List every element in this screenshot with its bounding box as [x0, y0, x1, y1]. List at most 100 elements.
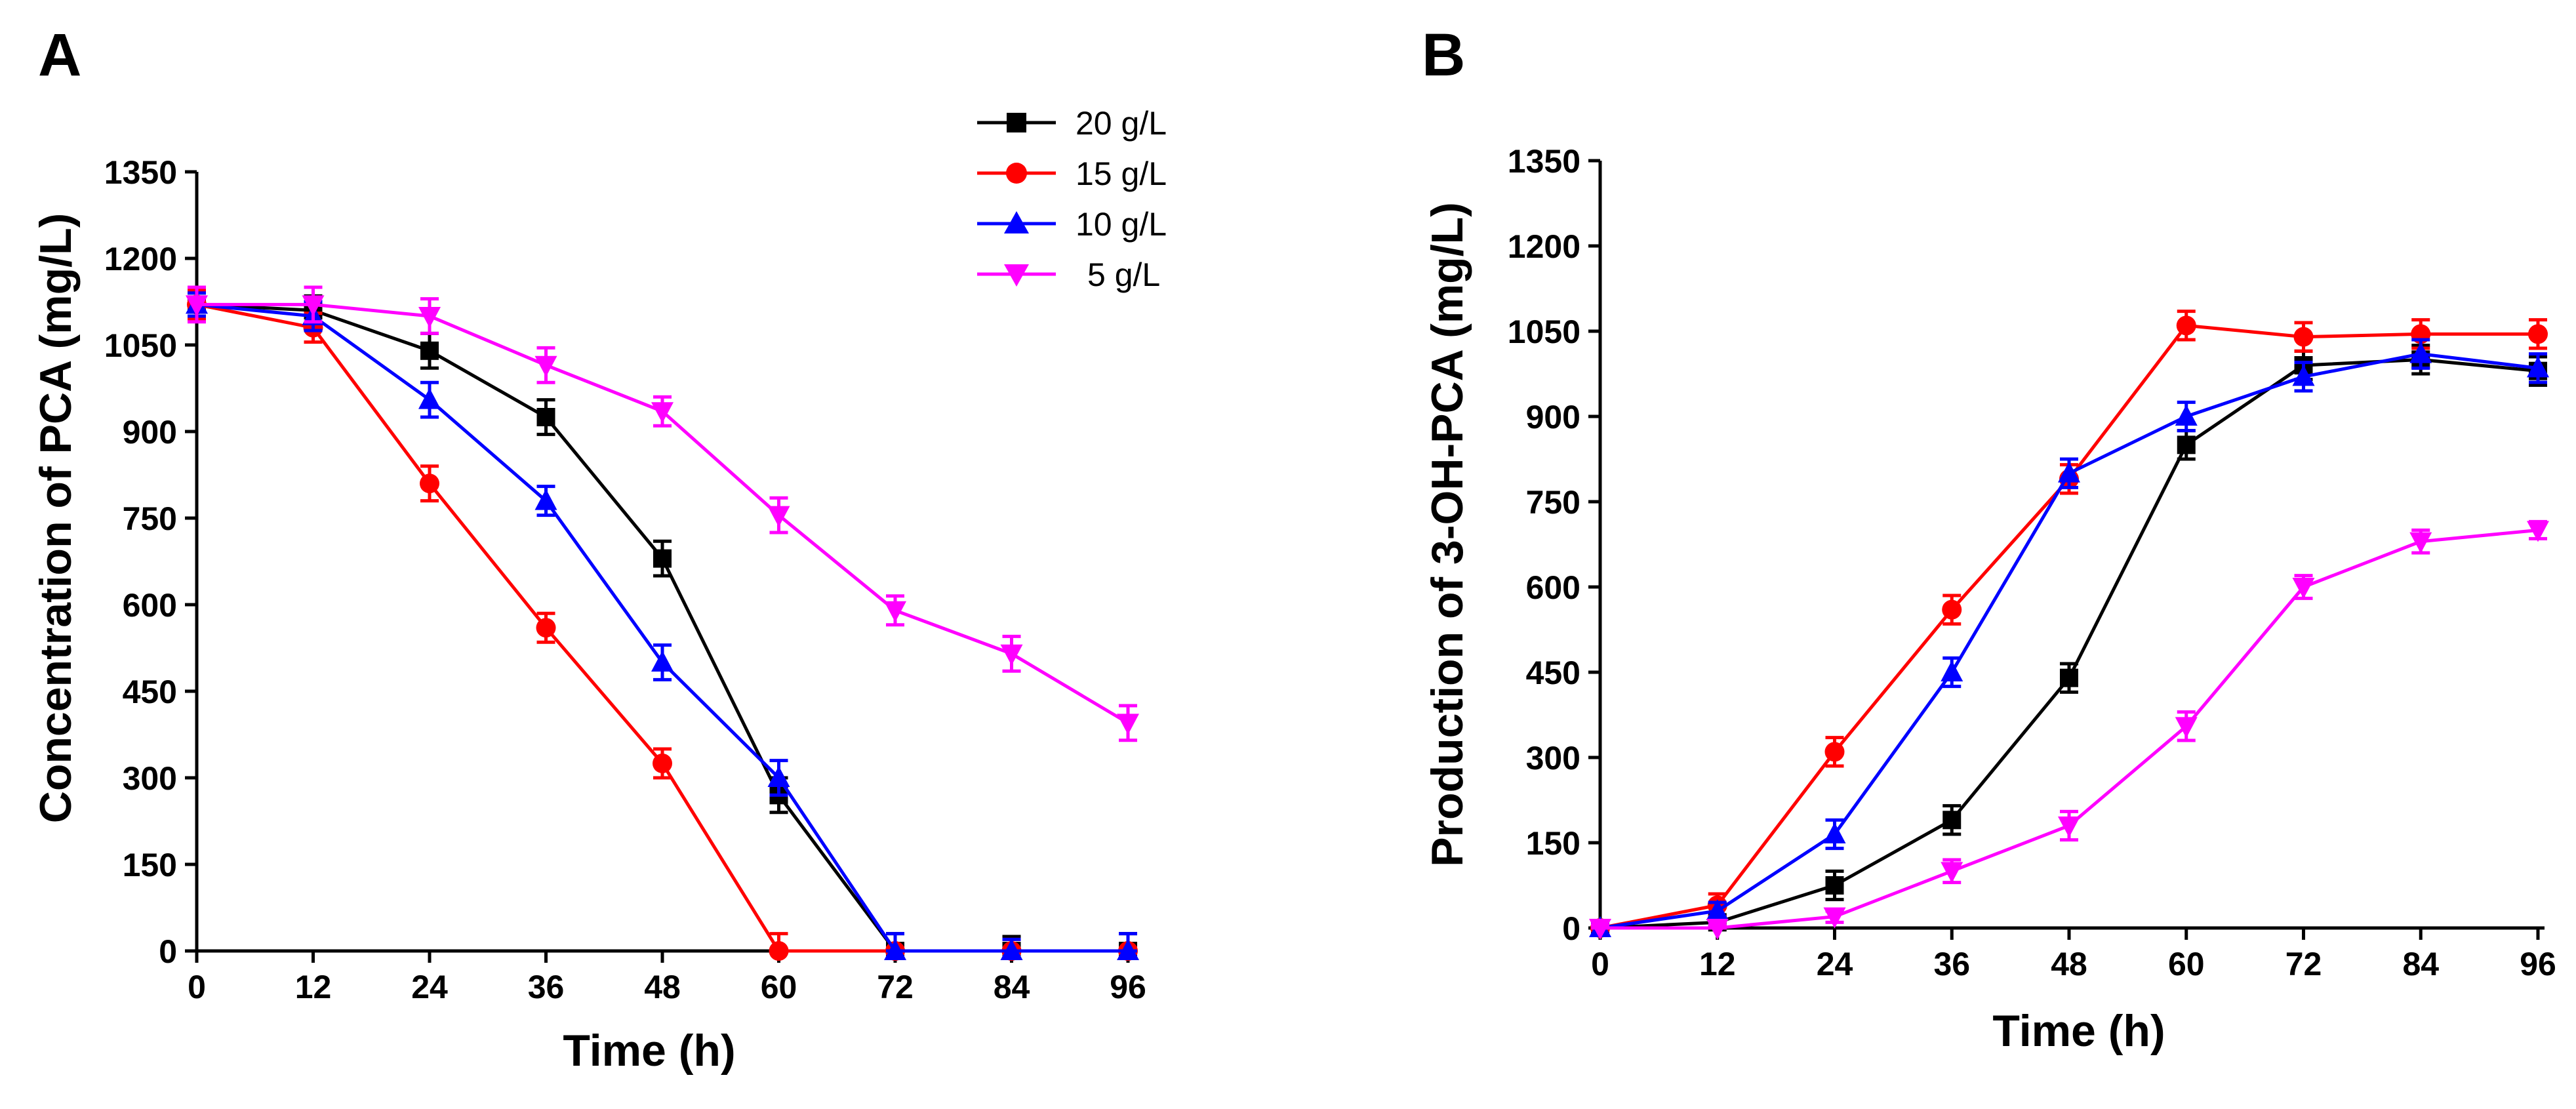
panel-b-point-10 [2175, 405, 2198, 426]
panel-a-y-axis-title: Concentration of PCA (mg/L) [31, 213, 81, 824]
panel-b-point-5 [1941, 862, 1963, 883]
panel-a-point-15 [769, 941, 789, 961]
panel-b-point-15 [1942, 599, 1962, 620]
panel-a-y-tick-label: 1350 [104, 154, 177, 191]
panel-b-y-axis-title: Production of 3-OH-PCA (mg/L) [1422, 202, 1472, 867]
panel-a-y-tick-label: 300 [123, 760, 177, 797]
legend-marker-5 [1004, 264, 1029, 287]
panel-b-point-10 [1941, 660, 1963, 681]
panel-a-point-20 [653, 549, 672, 568]
panel-a-point-10 [651, 651, 674, 672]
panel-a-point-10 [1117, 939, 1139, 960]
panel-b-y-tick-label: 0 [1562, 910, 1580, 947]
legend-label-15: 15 g/L [1076, 155, 1167, 192]
legend-item-10: 10 g/L [977, 206, 1167, 243]
panel-b-y-tick-label: 750 [1526, 484, 1580, 521]
panel-b-y-tick-label: 900 [1526, 399, 1580, 435]
panel-b-series-line-10 [1600, 352, 2539, 930]
panel-a-x-tick-label: 96 [1110, 969, 1146, 1005]
panel-b-y-tick-label: 150 [1526, 825, 1580, 862]
panel-a-point-20 [536, 408, 555, 426]
panel-a-y-tick-label: 600 [123, 587, 177, 624]
panel-a-x-tick-label: 0 [188, 969, 206, 1005]
panel-b-x-tick-label: 48 [2051, 946, 2087, 982]
legend-item-5: 5 g/L [977, 256, 1160, 293]
panel-b-point-15 [2176, 315, 2196, 336]
panel-b-point-15 [2293, 327, 2314, 347]
panel-b-x-tick-label: 0 [1591, 946, 1609, 982]
panel-a-point-5 [534, 355, 557, 377]
panel-a-x-tick-label: 84 [994, 969, 1030, 1005]
panel-a-y-tick-label: 750 [123, 500, 177, 537]
panel-a-point-5 [418, 307, 441, 328]
panel-b-y-tick-label: 1200 [1508, 228, 1580, 265]
panel-b-series-5 [1589, 519, 2549, 940]
panel-b-x-tick-label: 72 [2285, 946, 2322, 982]
panel-b-point-20 [1825, 876, 1844, 895]
legend-label-5: 5 g/L [1087, 256, 1160, 293]
legend-label-20: 20 g/L [1076, 105, 1167, 142]
panel-a-y-tick-label: 0 [159, 933, 177, 970]
panel-a-point-10 [534, 489, 557, 510]
panel-a-x-tick-label: 72 [877, 969, 914, 1005]
panel-b-point-10 [2409, 342, 2432, 363]
panel-b-point-10 [1706, 899, 1729, 920]
panel-b-point-5 [2527, 521, 2549, 542]
panel-b-point-10 [2292, 365, 2315, 386]
panel-a-x-axis-title: Time (h) [563, 1026, 735, 1076]
panel-b-x-tick-label: 12 [1699, 946, 1736, 982]
panel-a-y-tick-label: 1050 [104, 327, 177, 364]
panel-b-point-5 [1706, 919, 1729, 940]
panel-a-y-tick-label: 150 [123, 847, 177, 883]
panel-a-x-tick-label: 48 [644, 969, 681, 1005]
panel-b-point-5 [1589, 919, 1611, 940]
panel-a-point-5 [651, 402, 674, 424]
panel-a-point-15 [420, 474, 439, 494]
panel-b-point-5 [1823, 907, 1846, 929]
panel-b-series-line-5 [1600, 528, 2539, 930]
panel-a-x-tick-label: 60 [761, 969, 797, 1005]
plot-b: 0 12 24 36 48 60 72 84 96 0 150 300 450 600 750 900 1050… [1508, 143, 2556, 982]
panel-b-point-15 [1824, 742, 1845, 762]
panel-a-series-20 [188, 291, 1137, 960]
panel-b-point-20 [2177, 435, 2196, 454]
panel-b-label: B [1422, 22, 1465, 89]
panel-a-y-tick-label: 450 [123, 674, 177, 710]
panel-b: B 0 12 24 36 48 60 72 84 96 0 150 300 450 600 750 900 10… [1422, 22, 2556, 1056]
panel-b-series-line-20 [1600, 357, 2539, 930]
legend-marker-15 [1006, 163, 1027, 184]
panel-a-point-10 [767, 766, 790, 787]
panel-b-point-5 [2175, 717, 2198, 738]
panel-a-series-5 [186, 285, 1139, 742]
panel-b-y-tick-label: 600 [1526, 569, 1580, 606]
panel-b-point-10 [2527, 356, 2549, 378]
panel-b-x-tick-label: 24 [1817, 946, 1853, 982]
panel-a-point-10 [418, 388, 441, 409]
panel-a-point-5 [1000, 644, 1023, 666]
panel-b-point-5 [2409, 532, 2432, 554]
panel-b-series-15 [1590, 310, 2548, 938]
panel-a-x-tick-label: 24 [411, 969, 448, 1005]
panel-a-y-tick-label: 900 [123, 414, 177, 451]
panel-b-series-20 [1591, 344, 2547, 937]
panel-a-label: A [38, 22, 81, 89]
panel-b-point-5 [2292, 578, 2315, 599]
panel-b-point-5 [2058, 817, 2080, 837]
panel-b-point-10 [2058, 461, 2080, 483]
panel-b-x-tick-label: 36 [1933, 946, 1970, 982]
panel-b-point-20 [2060, 668, 2078, 687]
legend-marker-20 [1007, 113, 1026, 132]
panel-b-x-axis-title: Time (h) [1992, 1006, 2165, 1056]
panel-b-y-tick-label: 450 [1526, 655, 1580, 691]
panel-a-x-tick-label: 12 [295, 969, 332, 1005]
panel-b-point-20 [1942, 811, 1962, 830]
panel-a-point-5 [302, 295, 325, 317]
panel-b-y-tick-label: 1050 [1508, 313, 1580, 350]
panel-a-point-5 [186, 295, 208, 317]
panel-a-point-20 [420, 341, 439, 360]
panel-a-point-15 [536, 618, 556, 638]
legend-item-20: 20 g/L [977, 105, 1167, 142]
panel-a-x-tick-label: 36 [528, 969, 565, 1005]
panel-a-point-5 [1117, 714, 1139, 735]
legend-item-15: 15 g/L [977, 155, 1167, 192]
